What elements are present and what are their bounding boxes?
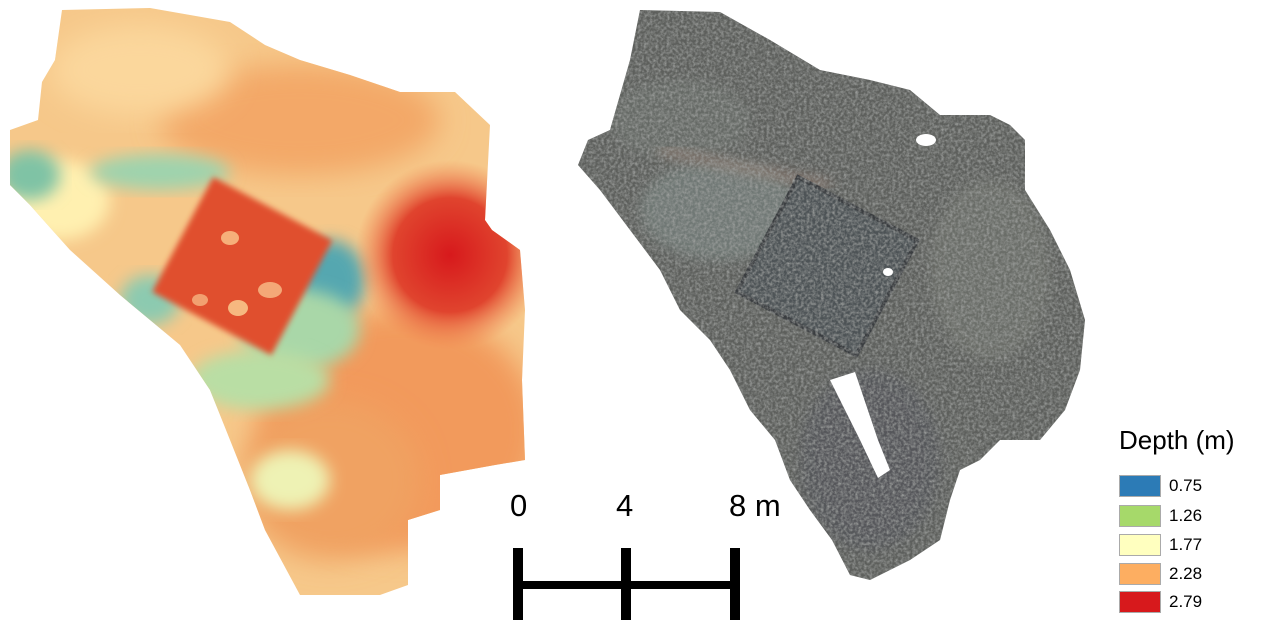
legend-swatch bbox=[1119, 591, 1161, 613]
scale-bar-graphic bbox=[513, 548, 740, 620]
scale-tick-label-8: 8 m bbox=[729, 488, 781, 523]
scale-tick-label-4: 4 bbox=[616, 488, 634, 523]
legend-item: 0.75 bbox=[1119, 475, 1269, 499]
orthophoto-svg bbox=[578, 10, 1085, 580]
scale-bar: 0 4 8 m bbox=[490, 490, 810, 626]
depth-raster-surface bbox=[10, 8, 525, 595]
legend-label: 1.26 bbox=[1169, 506, 1203, 525]
scale-bar-line bbox=[513, 581, 740, 589]
legend-swatch bbox=[1119, 563, 1161, 585]
depth-raster-svg bbox=[10, 8, 525, 595]
legend-label: 1.77 bbox=[1169, 535, 1203, 554]
depth-raster-map bbox=[0, 0, 540, 626]
legend-item: 2.79 bbox=[1119, 591, 1269, 615]
legend-title: Depth (m) bbox=[1119, 425, 1235, 455]
legend-label: 2.28 bbox=[1169, 564, 1203, 583]
legend-item: 2.28 bbox=[1119, 563, 1269, 587]
orthophoto-map bbox=[570, 0, 1100, 626]
legend-label: 0.75 bbox=[1169, 476, 1203, 495]
legend-swatch bbox=[1119, 505, 1161, 527]
depth-legend: Depth (m) 0.75 1.26 1.77 2.28 2.79 bbox=[1115, 425, 1273, 625]
legend-swatch bbox=[1119, 475, 1161, 497]
legend-item: 1.77 bbox=[1119, 534, 1269, 558]
legend-label: 2.79 bbox=[1169, 592, 1203, 611]
legend-item: 1.26 bbox=[1119, 505, 1269, 529]
scale-tick-label-0: 0 bbox=[510, 488, 528, 523]
legend-swatch bbox=[1119, 534, 1161, 556]
